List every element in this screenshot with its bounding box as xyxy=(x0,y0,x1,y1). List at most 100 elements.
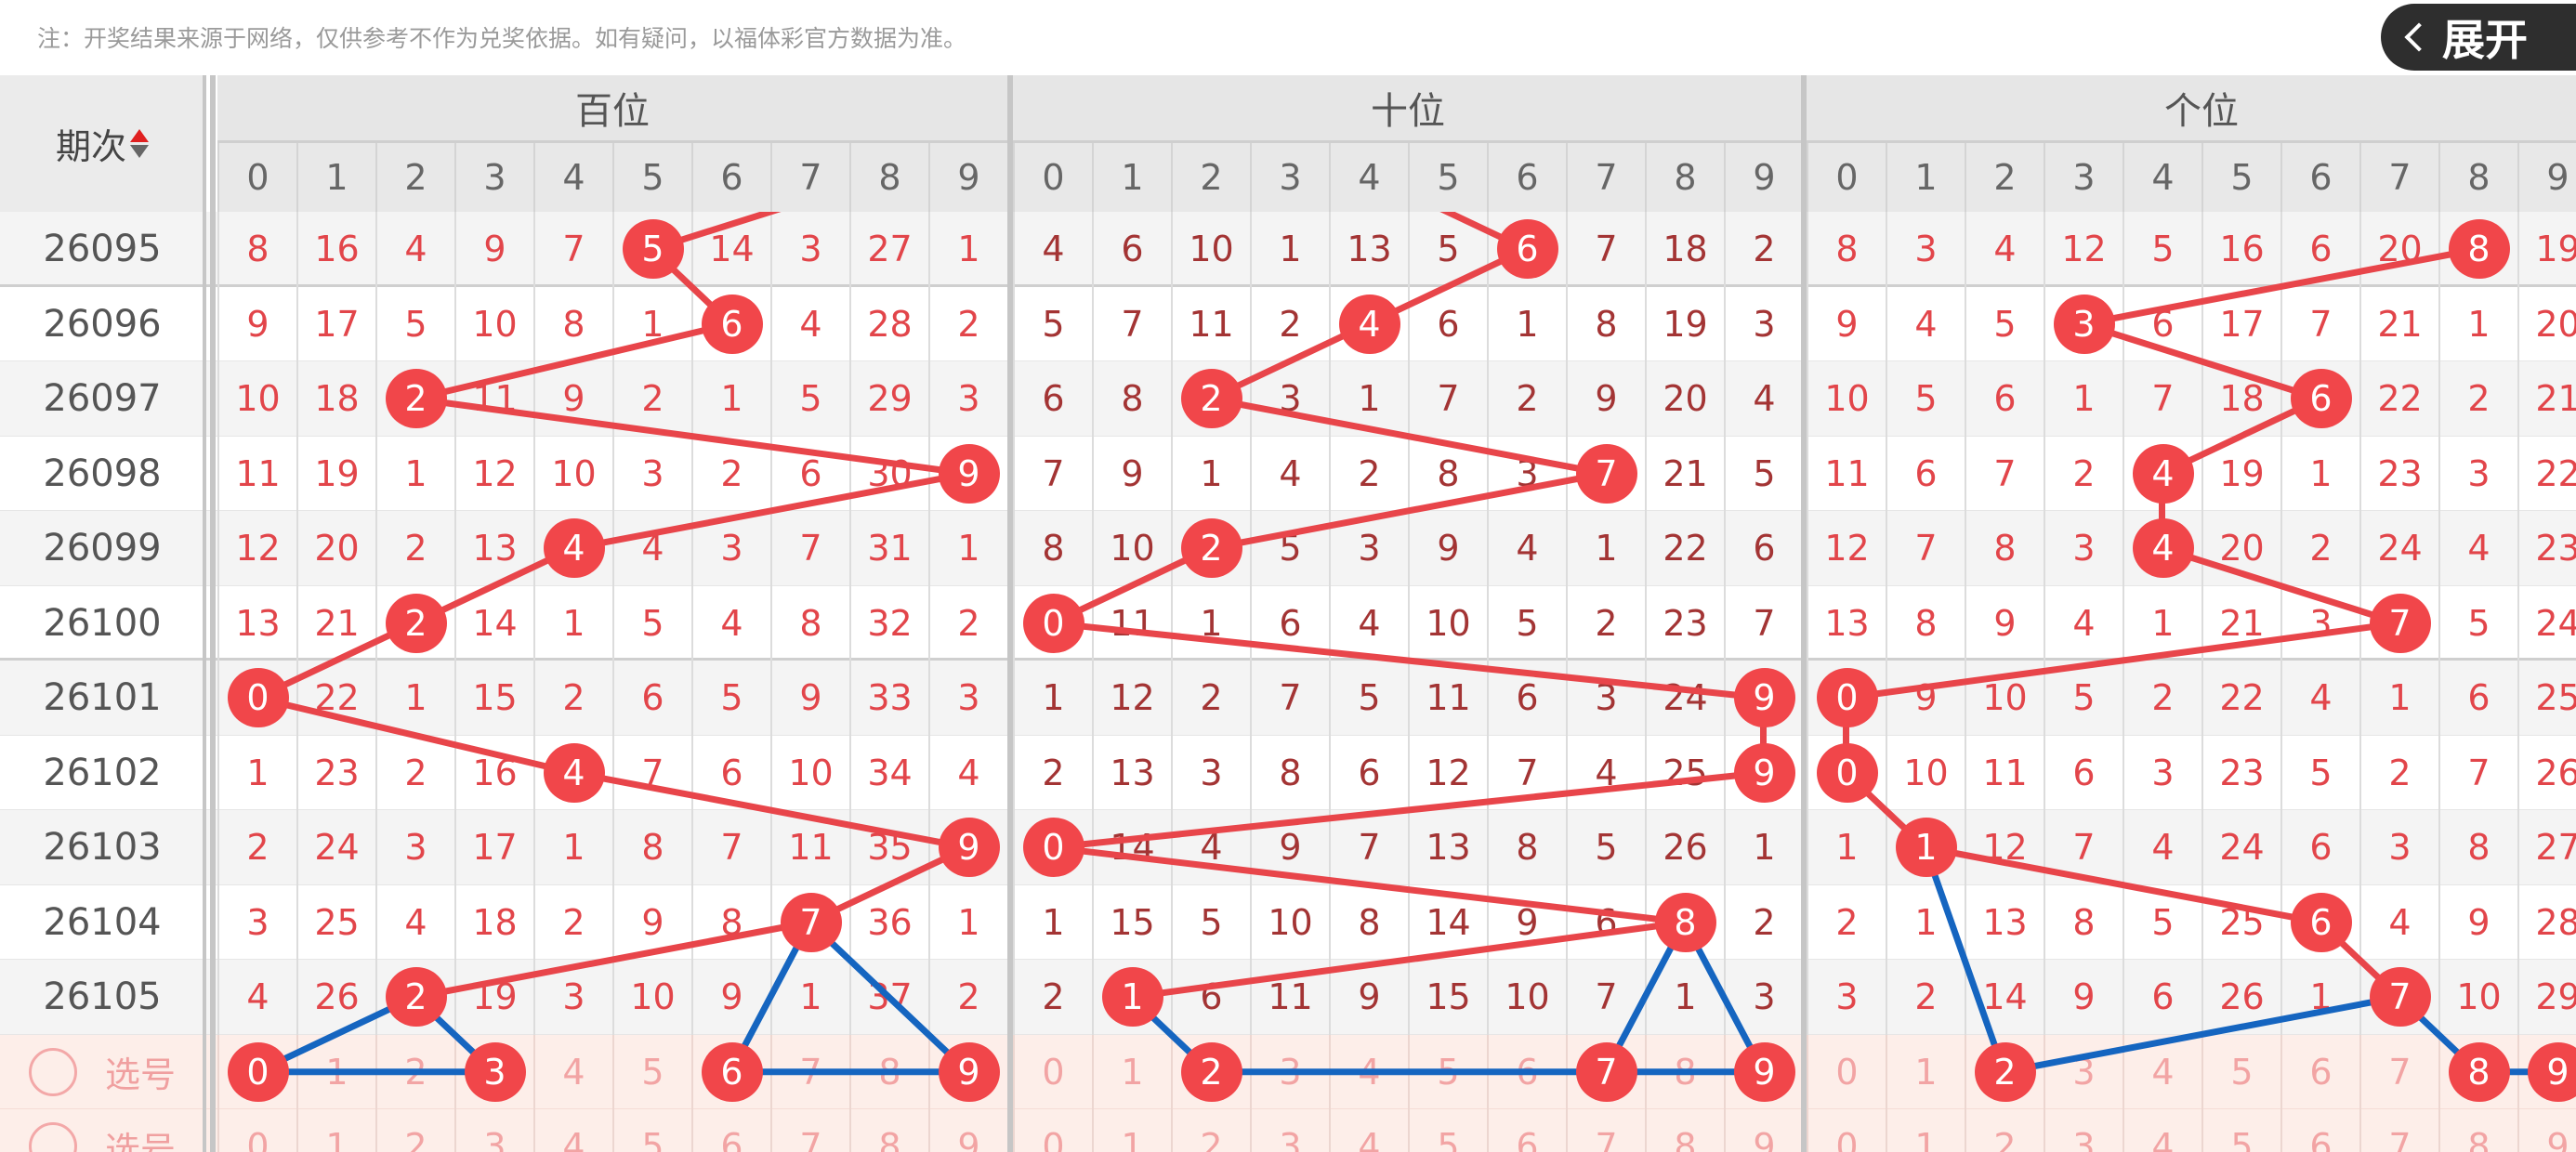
select-digit-cell[interactable]: 1 xyxy=(1886,1109,1965,1152)
select-digit-cell[interactable]: 1 xyxy=(1092,1034,1171,1109)
select-digit[interactable]: 8 xyxy=(2467,1126,2491,1152)
select-digit-cell[interactable]: 2 xyxy=(1965,1034,2044,1109)
select-digit[interactable]: 6 xyxy=(2309,1051,2333,1093)
select-digit-cell[interactable]: 0 xyxy=(1013,1034,1092,1109)
select-digit[interactable]: 4 xyxy=(1358,1051,1381,1093)
select-digit[interactable]: 5 xyxy=(2230,1126,2254,1152)
select-digit[interactable]: 3 xyxy=(1279,1051,1302,1093)
select-digit-cell[interactable]: 4 xyxy=(533,1109,612,1152)
select-digit[interactable]: 4 xyxy=(2151,1051,2175,1093)
select-digit-cell[interactable]: 8 xyxy=(2438,1034,2517,1109)
select-digit[interactable]: 0 xyxy=(1042,1126,1065,1152)
select-digit[interactable]: 9 xyxy=(2546,1126,2569,1152)
select-digit[interactable]: 1 xyxy=(1121,1126,1144,1152)
select-digit-cell[interactable]: 9 xyxy=(2517,1109,2576,1152)
select-digit-cell[interactable]: 5 xyxy=(612,1034,691,1109)
select-digit-cell[interactable]: 6 xyxy=(1487,1109,1566,1152)
select-digit-cell[interactable]: 5 xyxy=(2201,1034,2280,1109)
select-digit-cell[interactable]: 8 xyxy=(1645,1034,1724,1109)
select-digit[interactable]: 8 xyxy=(1674,1126,1697,1152)
select-digit-cell[interactable]: 9 xyxy=(928,1034,1007,1109)
select-digit-cell[interactable]: 7 xyxy=(2359,1034,2438,1109)
select-digit-cell[interactable]: 9 xyxy=(2517,1034,2576,1109)
select-digit-cell[interactable]: 0 xyxy=(217,1109,296,1152)
select-digit-cell[interactable]: 0 xyxy=(1013,1109,1092,1152)
select-digit[interactable]: 1 xyxy=(325,1051,348,1093)
select-digit[interactable]: 4 xyxy=(562,1051,585,1093)
select-digit[interactable]: 3 xyxy=(2072,1051,2096,1093)
select-digit[interactable]: 7 xyxy=(1595,1126,1618,1152)
select-digit-cell[interactable]: 7 xyxy=(770,1034,849,1109)
select-digit[interactable]: 4 xyxy=(1358,1126,1381,1152)
select-digit[interactable]: 2 xyxy=(404,1051,427,1093)
select-digit-cell[interactable]: 6 xyxy=(691,1034,770,1109)
select-digit-cell[interactable]: 5 xyxy=(2201,1109,2280,1152)
select-digit[interactable]: 2 xyxy=(1200,1126,1223,1152)
select-digit[interactable]: 7 xyxy=(2388,1126,2412,1152)
select-digit[interactable]: 6 xyxy=(2309,1126,2333,1152)
select-digit-cell[interactable]: 5 xyxy=(1408,1109,1487,1152)
select-digit[interactable]: 1 xyxy=(325,1126,348,1152)
select-digit-cell[interactable]: 6 xyxy=(1487,1034,1566,1109)
select-digit-cell[interactable]: 2 xyxy=(375,1034,454,1109)
select-digit-cell[interactable]: 3 xyxy=(454,1109,533,1152)
select-digit[interactable]: 5 xyxy=(641,1126,664,1152)
radio-circle-icon[interactable] xyxy=(28,1122,77,1152)
select-digit-cell[interactable]: 6 xyxy=(691,1109,770,1152)
select-digit-cell[interactable]: 2 xyxy=(1965,1109,2044,1152)
select-digit-cell[interactable]: 1 xyxy=(296,1034,375,1109)
select-digit[interactable]: 8 xyxy=(1674,1051,1697,1093)
selected-digit-ball[interactable]: 3 xyxy=(464,1041,526,1102)
select-digit[interactable]: 2 xyxy=(1993,1126,2017,1152)
select-digit[interactable]: 5 xyxy=(641,1051,664,1093)
select-digit[interactable]: 1 xyxy=(1914,1126,1938,1152)
select-digit[interactable]: 8 xyxy=(878,1126,901,1152)
selected-digit-ball[interactable]: 9 xyxy=(938,1041,1000,1102)
select-digit[interactable]: 6 xyxy=(1516,1126,1539,1152)
period-column-header[interactable]: 期次 xyxy=(0,75,204,212)
select-digit[interactable]: 0 xyxy=(1835,1126,1859,1152)
selected-digit-ball[interactable]: 9 xyxy=(2527,1041,2576,1102)
selected-digit-ball[interactable]: 7 xyxy=(1575,1041,1637,1102)
select-digit[interactable]: 1 xyxy=(1914,1051,1938,1093)
select-digit-cell[interactable]: 7 xyxy=(1566,1109,1645,1152)
select-digit[interactable]: 0 xyxy=(1835,1051,1859,1093)
select-digit-cell[interactable]: 6 xyxy=(2280,1034,2359,1109)
select-digit-cell[interactable]: 3 xyxy=(1250,1034,1329,1109)
radio-circle-icon[interactable] xyxy=(28,1047,77,1096)
select-digit[interactable]: 7 xyxy=(2388,1051,2412,1093)
select-digit-cell[interactable]: 1 xyxy=(1886,1034,1965,1109)
select-digit[interactable]: 4 xyxy=(562,1126,585,1152)
select-digit-cell[interactable]: 2 xyxy=(1171,1034,1250,1109)
select-digit-cell[interactable]: 0 xyxy=(1807,1109,1886,1152)
selected-digit-ball[interactable]: 0 xyxy=(227,1041,289,1102)
expand-button[interactable]: 展开 xyxy=(2381,4,2576,71)
select-digit[interactable]: 7 xyxy=(799,1126,822,1152)
select-digit-cell[interactable]: 4 xyxy=(1329,1109,1408,1152)
select-digit[interactable]: 7 xyxy=(799,1051,822,1093)
select-digit-cell[interactable]: 4 xyxy=(1329,1034,1408,1109)
select-digit-cell[interactable]: 8 xyxy=(2438,1109,2517,1152)
select-digit-cell[interactable]: 9 xyxy=(1724,1109,1803,1152)
select-digit-cell[interactable]: 4 xyxy=(2123,1109,2201,1152)
select-digit-cell[interactable]: 9 xyxy=(1724,1034,1803,1109)
select-digit[interactable]: 0 xyxy=(246,1126,269,1152)
select-digit-cell[interactable]: 3 xyxy=(454,1034,533,1109)
select-digit[interactable]: 3 xyxy=(483,1126,506,1152)
select-digit-cell[interactable]: 8 xyxy=(849,1034,928,1109)
select-digit-cell[interactable]: 3 xyxy=(2044,1109,2123,1152)
select-digit-cell[interactable]: 3 xyxy=(2044,1034,2123,1109)
select-digit[interactable]: 3 xyxy=(1279,1126,1302,1152)
select-digit-cell[interactable]: 3 xyxy=(1250,1109,1329,1152)
select-digit-cell[interactable]: 6 xyxy=(2280,1109,2359,1152)
select-digit-cell[interactable]: 9 xyxy=(928,1109,1007,1152)
select-digit[interactable]: 6 xyxy=(720,1126,743,1152)
select-digit[interactable]: 0 xyxy=(1042,1051,1065,1093)
select-digit-cell[interactable]: 5 xyxy=(612,1109,691,1152)
select-digit[interactable]: 9 xyxy=(1753,1126,1776,1152)
select-digit-cell[interactable]: 0 xyxy=(1807,1034,1886,1109)
selected-digit-ball[interactable]: 8 xyxy=(2448,1041,2510,1102)
select-digit[interactable]: 8 xyxy=(878,1051,901,1093)
selected-digit-ball[interactable]: 9 xyxy=(1733,1041,1795,1102)
sort-toggle-icon[interactable] xyxy=(130,129,149,158)
